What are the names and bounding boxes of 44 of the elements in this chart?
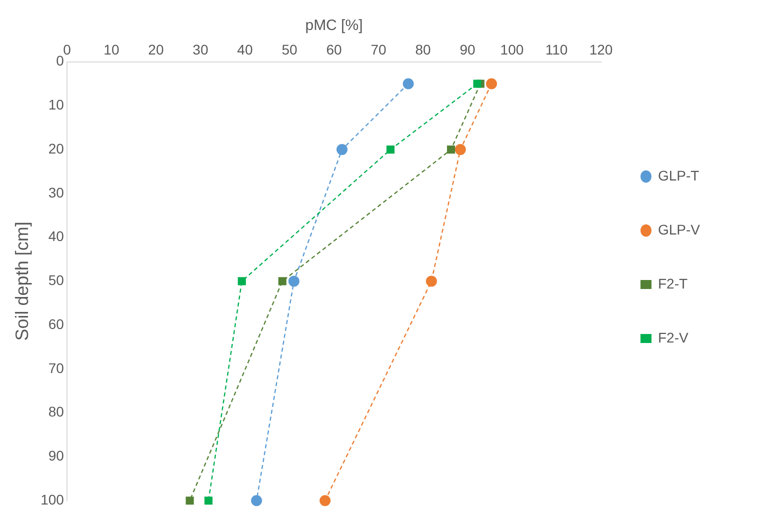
x-tick-label: 10: [104, 41, 120, 58]
point: [386, 146, 395, 154]
point: [288, 276, 300, 287]
y-tick-label: 20: [48, 140, 64, 156]
y-axis-title: Soil depth [cm]: [12, 222, 32, 341]
x-tick-label: 60: [326, 41, 342, 58]
y-tick-label: 40: [48, 228, 64, 244]
point: [486, 78, 498, 90]
x-tick-label: 30: [192, 41, 208, 58]
point: [238, 277, 246, 286]
point: [446, 146, 456, 154]
y-tick-label: 100: [40, 491, 64, 508]
x-tick-label: 40: [237, 41, 253, 58]
y-tick-label: 0: [56, 52, 64, 69]
point: [251, 495, 262, 506]
y-tick-label: 50: [48, 272, 64, 288]
point: [320, 495, 331, 506]
x-tick-label: 80: [415, 41, 431, 58]
y-tick-label: 60: [48, 316, 64, 332]
point: [186, 496, 194, 505]
x-tick-label: 20: [148, 41, 164, 58]
point: [454, 144, 466, 156]
x-tick-label: 110: [545, 41, 568, 58]
point: [402, 78, 414, 90]
x-axis-title: pMC [%]: [305, 17, 363, 34]
y-tick-label: 90: [48, 448, 64, 464]
legend-label: GLP-V: [658, 221, 701, 238]
point: [278, 277, 286, 286]
x-tick-label: 120: [589, 41, 613, 58]
x-tick-label: 70: [370, 41, 386, 58]
legend-label: F2-T: [658, 275, 688, 292]
y-tick-label: 80: [48, 404, 64, 420]
point: [204, 496, 213, 505]
y-tick-label: 70: [48, 360, 64, 376]
legend-label: GLP-T: [658, 167, 700, 184]
point: [426, 276, 437, 287]
legend-label: F2-V: [658, 329, 689, 346]
point: [473, 80, 482, 88]
y-tick-label: 10: [48, 96, 64, 113]
point: [336, 144, 348, 156]
x-tick-label: 90: [460, 41, 476, 58]
y-tick-label: 30: [48, 184, 64, 200]
x-tick-label: 100: [500, 41, 524, 58]
x-tick-label: 50: [282, 41, 298, 58]
